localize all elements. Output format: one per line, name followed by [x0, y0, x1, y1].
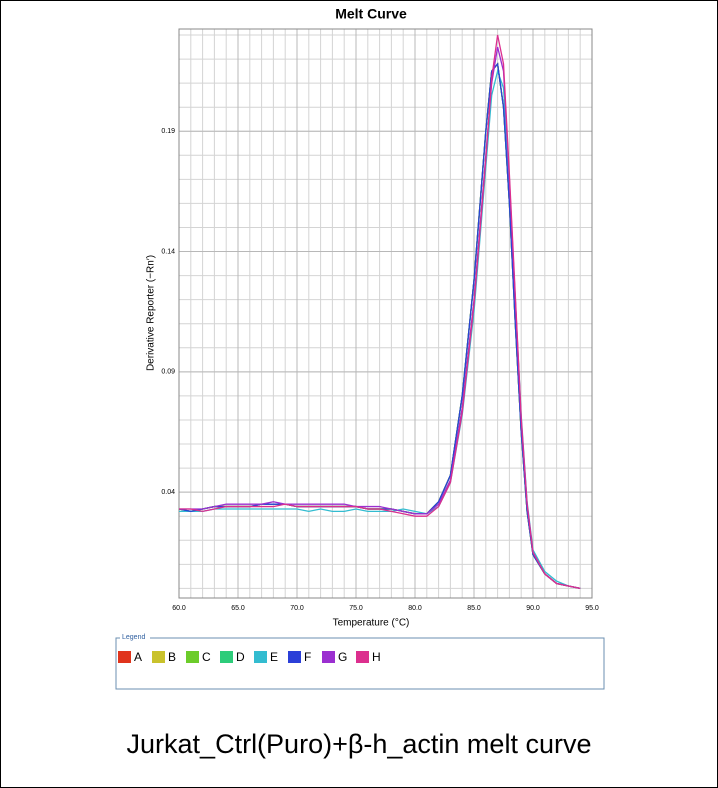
legend-label: E — [270, 650, 278, 664]
x-tick-label: 85.0 — [467, 605, 481, 612]
legend-label: D — [236, 650, 245, 664]
x-tick-label: 70.0 — [290, 605, 304, 612]
y-tick-label: 0.14 — [161, 248, 175, 255]
y-tick-label: 0.09 — [161, 369, 175, 376]
x-tick-label: 60.0 — [172, 605, 186, 612]
y-axis-label: Derivative Reporter (−Rn′) — [146, 255, 157, 371]
x-tick-label: 80.0 — [408, 605, 422, 612]
x-tick-label: 95.0 — [585, 605, 599, 612]
x-tick-label: 90.0 — [526, 605, 540, 612]
legend-swatch — [288, 651, 301, 663]
series-line — [179, 34, 581, 590]
legend-label: G — [338, 650, 347, 664]
x-tick-label: 75.0 — [349, 605, 363, 612]
legend-label: A — [134, 650, 142, 664]
legend-swatch — [356, 651, 369, 663]
legend-label: B — [168, 650, 176, 664]
chart-title: Melt Curve — [335, 6, 407, 22]
caption: Jurkat_Ctrl(Puro)+β-h_actin melt curve — [127, 729, 592, 759]
legend-swatch — [186, 651, 199, 663]
y-tick-label: 0.19 — [161, 128, 175, 135]
plot-border — [178, 28, 593, 599]
legend-label: H — [372, 650, 381, 664]
legend-swatch — [152, 651, 165, 663]
legend-swatch — [118, 651, 131, 663]
legend-label: C — [202, 650, 211, 664]
x-axis-label: Temperature (°C) — [333, 618, 410, 629]
legend-swatch — [220, 651, 233, 663]
legend-label: F — [304, 650, 311, 664]
legend-title-bg — [120, 632, 150, 642]
legend-swatch — [322, 651, 335, 663]
legend-title: Legend — [122, 634, 145, 641]
legend-box — [115, 637, 605, 690]
y-tick-label: 0.04 — [161, 489, 175, 496]
legend-swatch — [254, 651, 267, 663]
x-tick-label: 65.0 — [231, 605, 245, 612]
